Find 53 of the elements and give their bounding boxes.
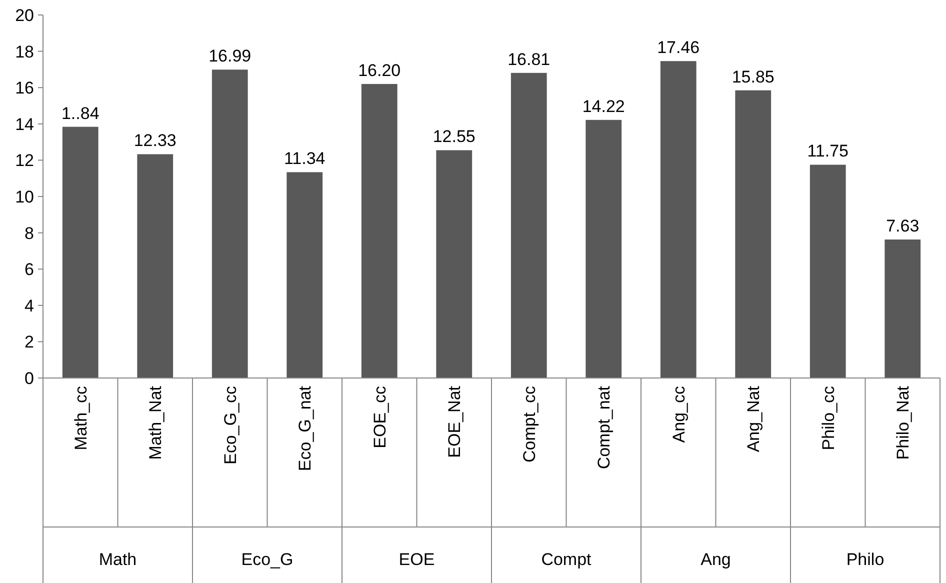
bar <box>660 61 696 378</box>
data-label: 12.55 <box>432 127 476 146</box>
data-label: 16.99 <box>208 46 252 66</box>
text: Math <box>98 550 137 569</box>
data-label: 7.63 <box>886 216 920 236</box>
y-tick-label: 20 <box>15 6 34 25</box>
bar <box>810 164 846 378</box>
x-tick-label: Ang_Nat <box>744 386 764 452</box>
x-tick-label: Math_cc <box>71 386 90 450</box>
text: Ang <box>700 550 731 569</box>
bar <box>735 90 772 378</box>
y-tick-label: 6 <box>24 260 34 280</box>
data-label: 11.34 <box>284 149 326 168</box>
y-tick-label: 10 <box>15 187 34 206</box>
bar <box>286 172 323 378</box>
bar <box>436 150 472 378</box>
x-tick-label: EOE_Nat <box>445 386 464 458</box>
y-tick-label: 8 <box>24 224 34 243</box>
bar <box>361 84 398 378</box>
x-tick-label: Compt_cc <box>520 386 539 463</box>
x-tick-label: Math_Nat <box>146 386 166 460</box>
data-label: 16.81 <box>508 50 550 69</box>
bar <box>62 126 98 378</box>
data-label: 14.22 <box>582 96 625 116</box>
text: Philo <box>846 550 884 569</box>
text: Compt <box>541 550 592 569</box>
y-tick-label: 2 <box>24 332 34 352</box>
x-tick-label: EOE_cc <box>370 386 390 448</box>
data-label: 16.20 <box>358 60 401 80</box>
data-label: 11.75 <box>807 142 849 161</box>
bar <box>137 154 174 378</box>
x-tick-label: Eco_G_cc <box>220 386 240 464</box>
x-tick-label: Compt_nat <box>594 386 614 470</box>
bar <box>212 70 248 378</box>
text: Eco_G <box>241 550 294 569</box>
y-tick-label: 14 <box>15 114 34 134</box>
bar <box>884 240 921 378</box>
text: EOE <box>398 550 435 569</box>
y-tick-label: 12 <box>15 151 34 170</box>
y-tick-label: 4 <box>24 296 34 316</box>
data-label: 15.85 <box>732 67 774 86</box>
bar <box>510 72 547 378</box>
x-tick-label: Eco_G_nat <box>296 386 315 472</box>
bar <box>586 120 622 378</box>
y-tick-label: 18 <box>15 42 34 62</box>
data-label: 12.33 <box>134 131 176 150</box>
y-tick-label: 0 <box>24 368 34 388</box>
x-tick-label: Philo_Nat <box>894 386 913 460</box>
data-label: 17.46 <box>657 38 700 58</box>
x-tick-label: Ang_cc <box>669 386 688 443</box>
x-tick-label: Philo_cc <box>818 386 838 450</box>
y-tick-label: 16 <box>15 78 34 98</box>
data-label: 1..84 <box>61 104 100 123</box>
